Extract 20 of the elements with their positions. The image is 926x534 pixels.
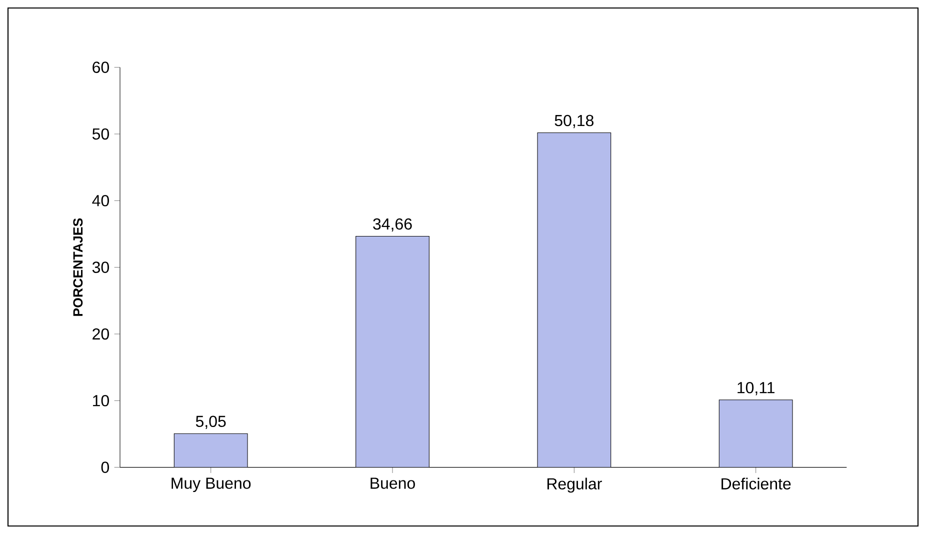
y-tick-label: 0: [101, 462, 109, 473]
data-label: 5,05: [196, 416, 226, 429]
y-tick-label: 50: [92, 128, 109, 140]
y-tick-label: 10: [93, 394, 109, 406]
y-tick-label: 30: [92, 262, 109, 273]
y-tick-label: 20: [92, 328, 109, 340]
y-tick-label: 40: [92, 194, 109, 206]
bar: [174, 434, 248, 468]
y-axis-title: PORCENTAJES: [73, 218, 83, 316]
bar: [538, 132, 611, 468]
data-label: 50,18: [554, 114, 594, 128]
data-label: 10,11: [738, 382, 774, 396]
x-tick-label: Bueno: [370, 478, 415, 489]
data-label: 34,66: [373, 218, 412, 232]
bar: [718, 400, 793, 468]
bar: [356, 236, 430, 468]
x-tick-label: Muy Bueno: [172, 478, 251, 492]
x-tick-label: Deficiente: [722, 478, 791, 490]
x-tick-label: Regular: [547, 478, 602, 493]
y-tick-label: 60: [92, 62, 109, 73]
